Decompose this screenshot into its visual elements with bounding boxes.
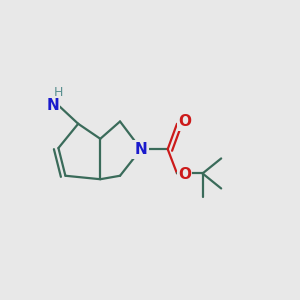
Text: N: N [135,142,147,157]
Text: H: H [53,86,63,99]
Text: O: O [178,114,191,129]
Text: N: N [46,98,59,113]
Text: O: O [178,167,191,182]
